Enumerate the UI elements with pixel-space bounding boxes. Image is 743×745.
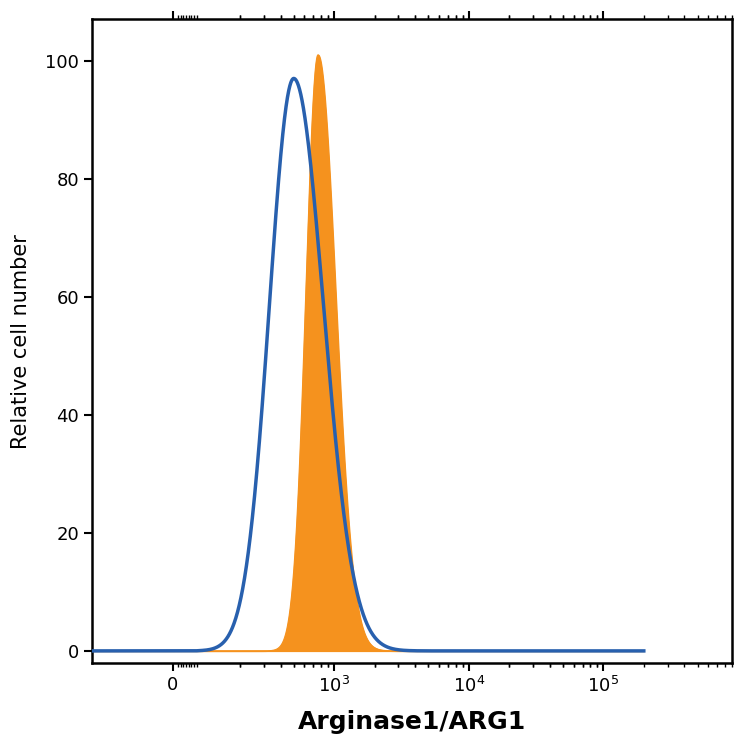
- X-axis label: Arginase1/ARG1: Arginase1/ARG1: [298, 710, 526, 734]
- Y-axis label: Relative cell number: Relative cell number: [11, 234, 31, 448]
